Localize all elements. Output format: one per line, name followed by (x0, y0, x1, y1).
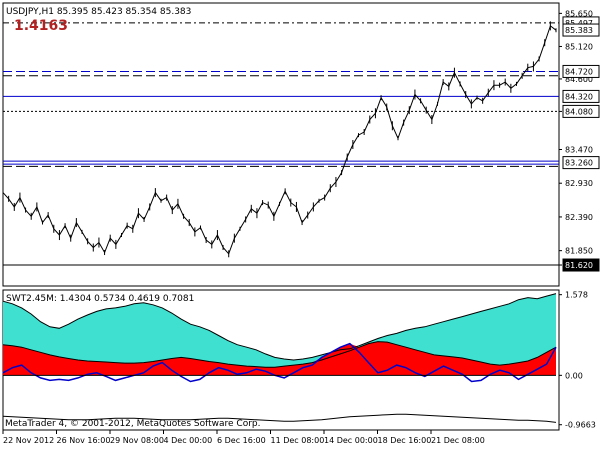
x-tick-label: 4 Dec 00:00 (164, 436, 213, 445)
y-tick-label: 85.650 (565, 9, 593, 18)
level-label: 84.720 (565, 67, 593, 76)
indicator-red-area (3, 341, 556, 376)
level-label: 84.320 (565, 92, 593, 101)
copyright-text: MetaTrader 4, © 2001-2012, MetaQuotes So… (5, 419, 261, 429)
indicator-panel: SWT2.45M: 1.4304 0.5734 0.4619 0.7081 Me… (2, 289, 560, 431)
price-panel: USDJPY,H1 85.395 85.423 85.354 85.383 1.… (2, 2, 560, 287)
y-tick-label: 85.120 (565, 42, 593, 51)
y-tick-label: 83.470 (565, 145, 593, 154)
level-label-box (562, 64, 600, 78)
level-label: 85.497 (565, 19, 593, 28)
x-tick-label: 21 Dec 08:00 (431, 436, 485, 445)
y-tick-label: 81.850 (565, 247, 593, 256)
current-price-label: 85.383 (565, 26, 593, 35)
level-label-box (562, 258, 600, 272)
indicator-upper-line (2, 293, 557, 361)
x-tick-label: 26 Nov 16:00 (57, 436, 111, 445)
ind-y-tick-label: 0.00 (565, 371, 583, 380)
level-label: 84.080 (565, 107, 593, 116)
y-tick-label: 82.390 (565, 213, 593, 222)
x-tick-label: 14 Dec 00:00 (324, 436, 378, 445)
indicator-lower-line (2, 413, 557, 423)
ind-y-tick-label: 1.578 (565, 291, 588, 300)
indicator-header: SWT2.45M: 1.4304 0.5734 0.4619 0.7081 (6, 294, 194, 304)
level-label-box (562, 156, 600, 170)
x-tick-label: 22 Nov 2012 (3, 436, 54, 445)
time-axis: 22 Nov 2012 26 Nov 16:00 29 Nov 08:00 4 Dec… (2, 430, 485, 445)
x-tick-label: 18 Dec 16:00 (378, 436, 432, 445)
x-tick-label: 11 Dec 08:00 (271, 436, 325, 445)
y-tick-label: 82.930 (565, 179, 593, 188)
indicator-base-line (2, 341, 557, 368)
price-axis: 85.650 85.120 84.600 84.080 83.470 82.930 82.3… (559, 9, 600, 272)
highlight-value: 1.4163 (14, 18, 68, 34)
current-price-box (562, 23, 600, 37)
y-tick-label: 84.600 (565, 75, 593, 84)
level-label-box (562, 89, 600, 103)
price-panel-frame (2, 2, 560, 287)
indicator-axis: 1.578 0.00 -0.9663 (559, 291, 596, 430)
level-label: 81.620 (565, 261, 593, 270)
level-label-box (562, 104, 600, 118)
ind-y-tick-label: -0.9663 (565, 421, 596, 430)
x-tick-label: 29 Nov 08:00 (110, 436, 164, 445)
x-tick-label: 6 Dec 16:00 (217, 436, 266, 445)
level-label: 83.260 (565, 159, 593, 168)
symbol-header: USDJPY,H1 85.395 85.423 85.354 85.383 (6, 7, 191, 17)
